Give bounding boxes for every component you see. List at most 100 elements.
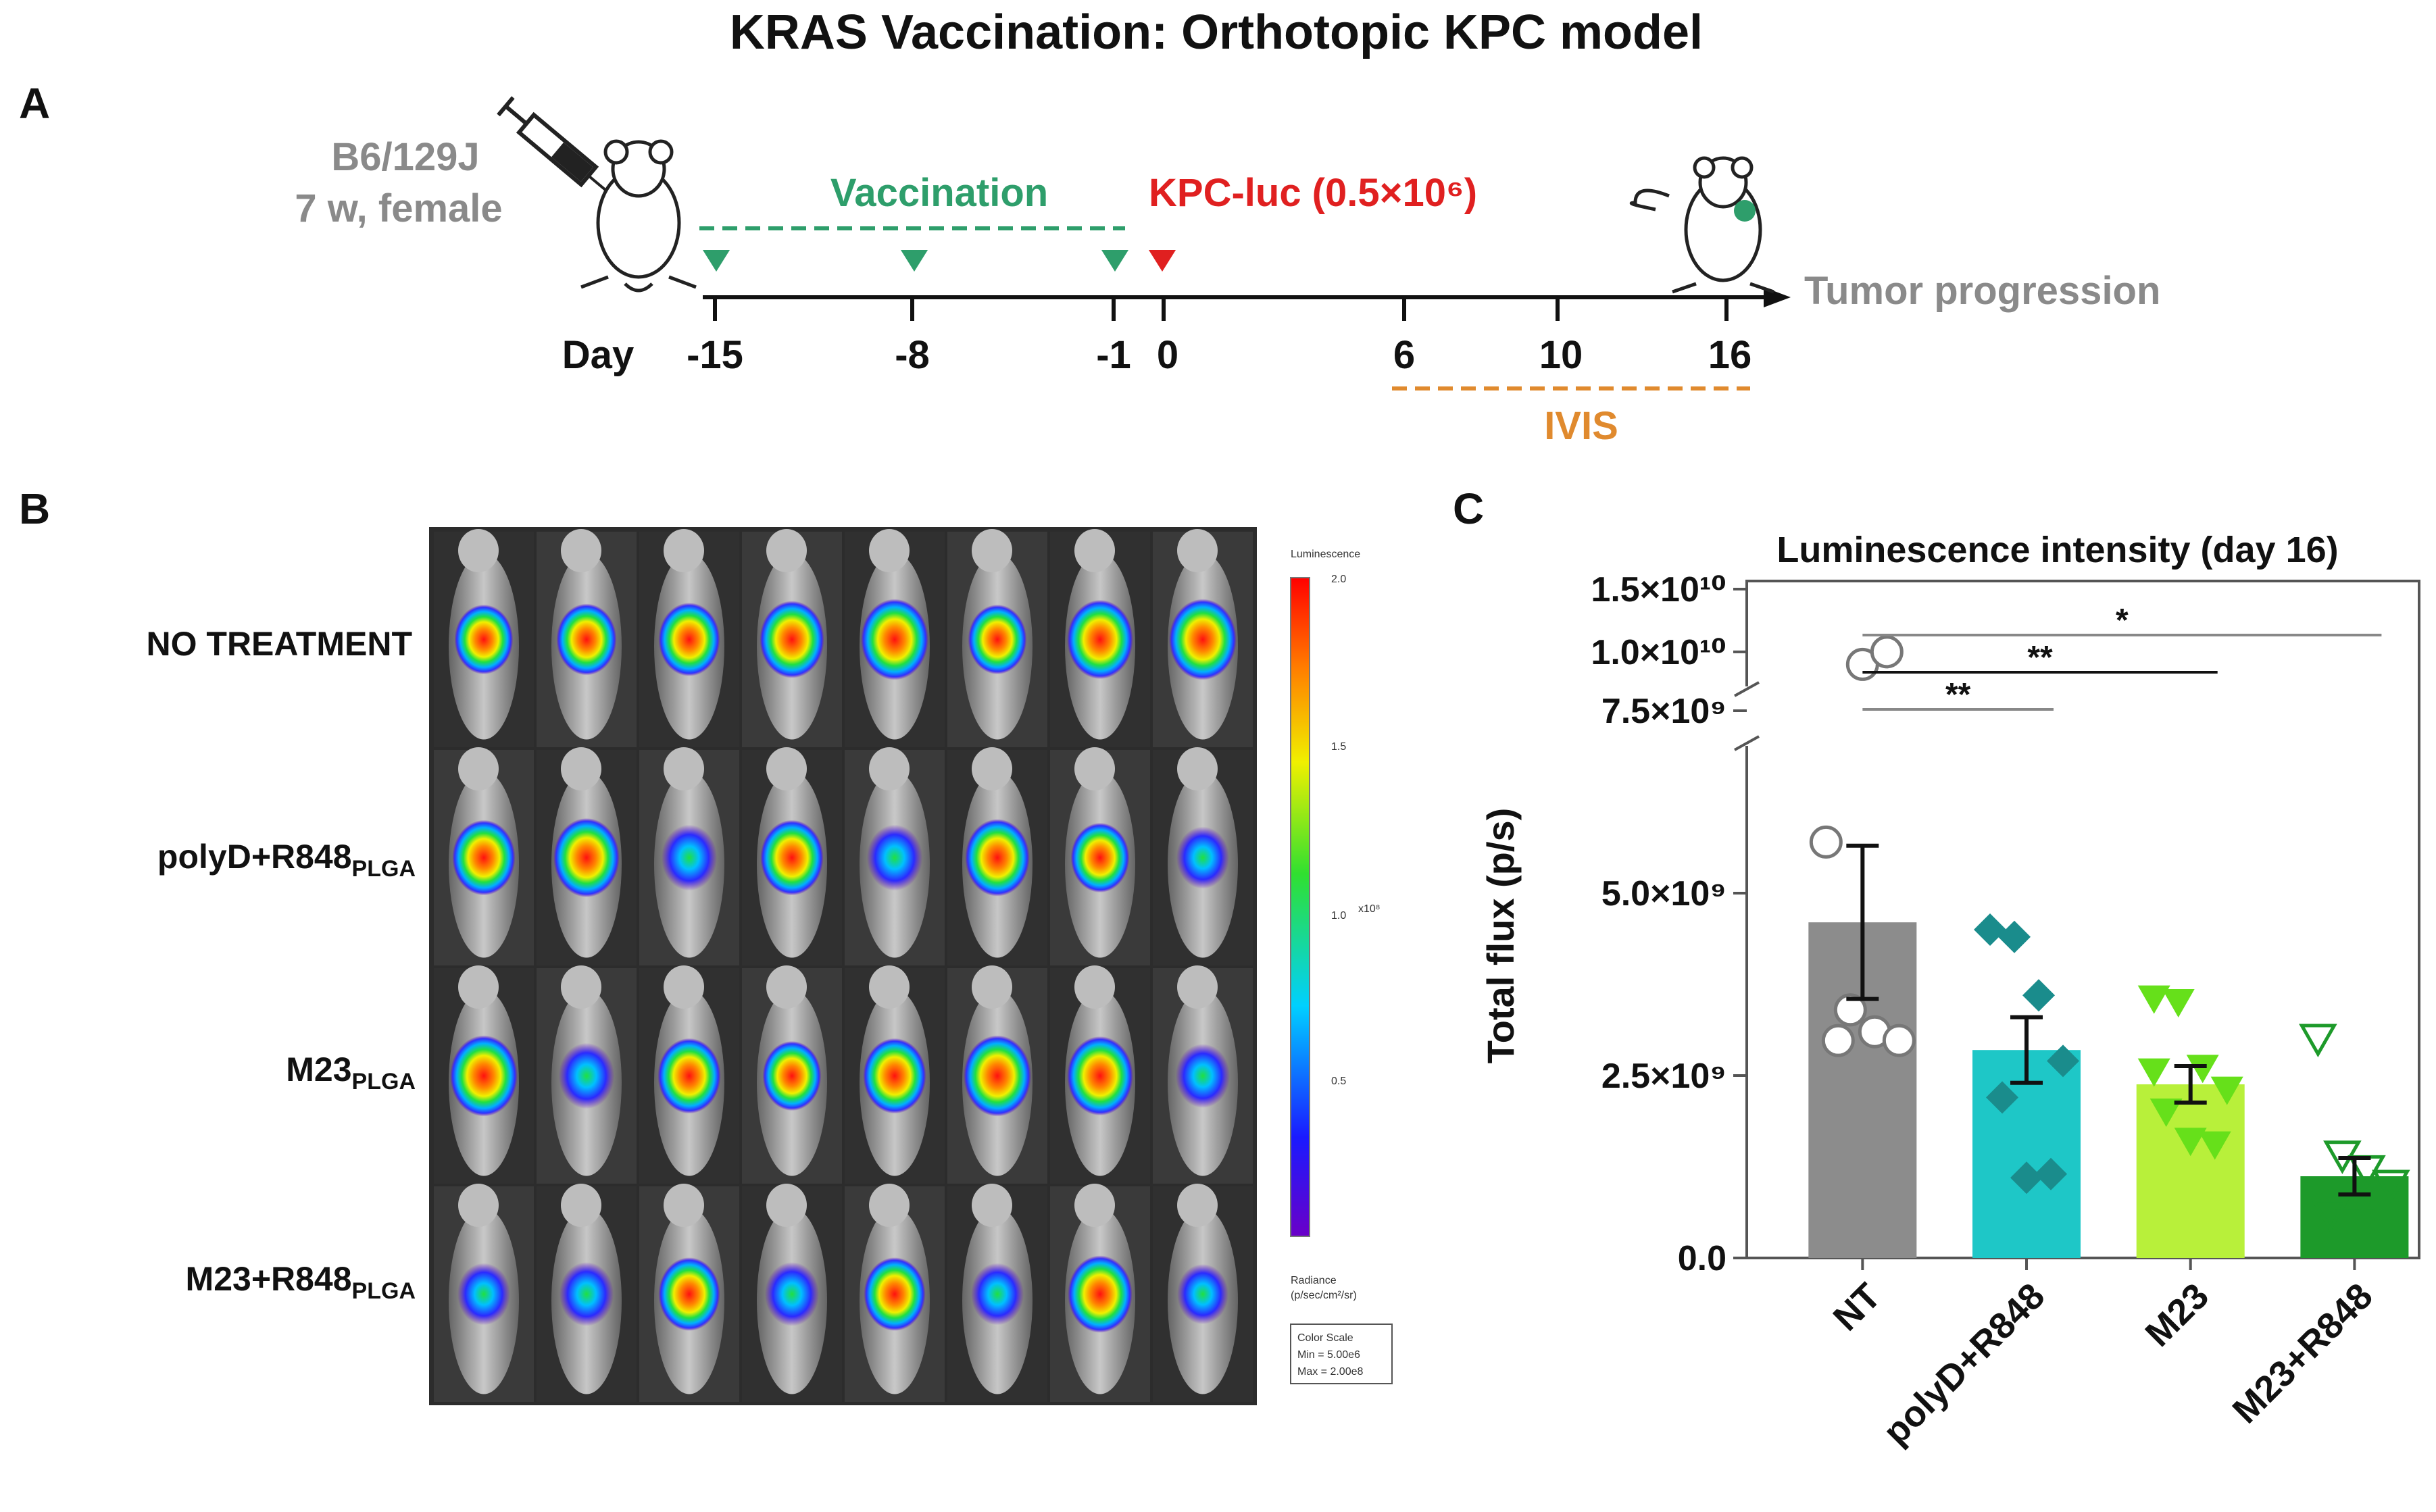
data-point [2047, 1044, 2080, 1078]
x-tick-label: M23 [2137, 1276, 2216, 1355]
data-point [2299, 1024, 2337, 1058]
luminescence-signal [1068, 1255, 1133, 1333]
row-label-m23-r848: M23+R848PLGA [186, 1260, 416, 1304]
axis-break-mark [1734, 735, 1760, 751]
luminescence-signal [1177, 1263, 1228, 1325]
mouse-head [458, 965, 499, 1009]
colorbar-tick: 1.5 [1331, 741, 1346, 753]
mouse-icon-start [580, 139, 697, 293]
color-scale-text: Color Scale [1297, 1332, 1353, 1344]
colorbar-unit: (p/sec/cm²/sr) [1291, 1290, 1357, 1301]
luminescence-signal [454, 604, 514, 675]
mouse-head [766, 1184, 807, 1227]
mouse-age-sex: 7 w, female [295, 186, 502, 230]
x-tick-label: NT [1825, 1276, 1888, 1338]
x-tick-label: M23+R848 [2225, 1276, 2381, 1431]
luminescence-signal [861, 599, 928, 680]
data-point [1998, 920, 2031, 953]
colorbar-tick: 0.5 [1331, 1076, 1346, 1087]
luminescence-signal [452, 820, 516, 896]
mouse-head [1177, 529, 1218, 572]
imaging-label: IVIS [1544, 404, 1618, 448]
panel-b: B NO TREATMENT polyD+R848PLGA M23PLGA M2… [19, 484, 1393, 1405]
data-point [2210, 1076, 2243, 1105]
outcome-label: Tumor progression [1804, 269, 2160, 313]
axis-break-mark [1734, 681, 1760, 697]
mouse-head [1177, 965, 1218, 1009]
mouse-head [869, 1184, 910, 1227]
data-point [2372, 1169, 2410, 1204]
mouse-head [458, 529, 499, 572]
vaccination-label: Vaccination [830, 171, 1048, 215]
y-tick-label: 7.5×10⁹ [1601, 692, 1726, 731]
figure-title: KRAS Vaccination: Orthotopic KPC model [730, 5, 1703, 59]
panel-b-label: B [19, 484, 50, 533]
x-tick-label: polyD+R848 [1875, 1276, 2052, 1453]
mouse-head [1074, 529, 1115, 572]
data-point [1870, 635, 1904, 669]
colorbar-title: Luminescence [1291, 549, 1360, 560]
data-point [2335, 1209, 2374, 1244]
data-point [2162, 989, 2195, 1017]
luminescence-signal [1169, 599, 1237, 680]
mouse-strain: B6/129J [331, 135, 479, 179]
luminescence-signal [971, 1263, 1024, 1326]
mouse-head [664, 747, 704, 790]
luminescence-signal [1070, 822, 1130, 893]
mouse-head [972, 529, 1012, 572]
mouse-head [1074, 747, 1115, 790]
axis-break-gap [1741, 686, 1752, 746]
y-tick-label: 1.5×10¹⁰ [1591, 570, 1726, 609]
tumor-dot [1734, 200, 1756, 222]
data-point [1833, 993, 1867, 1027]
mouse-head [972, 747, 1012, 790]
data-point [2360, 1206, 2398, 1240]
day-tick: -15 [687, 333, 743, 377]
luminescence-signal [1067, 1036, 1133, 1116]
colorbar [1290, 577, 1310, 1237]
luminescence-signal [760, 601, 824, 678]
mouse-head [869, 529, 910, 572]
luminescence-signal [559, 1262, 614, 1326]
data-point [1882, 1024, 1916, 1057]
luminescence-signal [762, 1040, 822, 1111]
day-tick: -1 [1096, 333, 1131, 377]
mouse-head [664, 965, 704, 1009]
luminescence-signal [965, 819, 1030, 897]
y-tick-label: 5.0×10⁹ [1601, 874, 1726, 913]
injection-label: KPC-luc (0.5×10⁶) [1149, 171, 1477, 215]
y-tick-label: 0.0 [1678, 1239, 1726, 1278]
luminescence-signal [558, 1042, 615, 1109]
y-tick-label: 1.0×10¹⁰ [1591, 633, 1726, 672]
significance-label: ** [2027, 640, 2053, 676]
luminescence-signal [450, 1035, 518, 1117]
luminescence-signal [657, 1038, 721, 1114]
mouse-head [766, 965, 807, 1009]
mouse-head [972, 1184, 1012, 1227]
panel-c-label: C [1453, 484, 1484, 533]
row-label-polyd-r848: polyD+R848PLGA [157, 838, 416, 882]
data-point [2174, 1128, 2207, 1157]
mouse-head [1074, 1184, 1115, 1227]
day-axis-label: Day [562, 333, 634, 377]
data-point [2186, 1055, 2219, 1084]
luminescence-signal [1175, 1044, 1231, 1108]
mouse-head [664, 1184, 704, 1227]
day-tick: 0 [1157, 333, 1178, 377]
color-scale-text: Max = 2.00e8 [1297, 1366, 1364, 1378]
luminescence-signal [864, 1257, 926, 1331]
luminescence-signal [964, 1035, 1031, 1117]
data-point [2022, 979, 2056, 1012]
day-tick: 6 [1393, 333, 1415, 377]
mouse-head [869, 747, 910, 790]
luminescence-signal [863, 1038, 926, 1114]
mouse-head [458, 1184, 499, 1227]
luminescence-signal [968, 604, 1027, 675]
luminescence-signal [760, 820, 824, 896]
mouse-head [766, 529, 807, 572]
luminescence-signal [457, 1263, 510, 1326]
syringe-icon [497, 96, 626, 207]
data-point [1974, 913, 2007, 946]
luminescence-signal [658, 1257, 720, 1331]
mouse-head [1177, 747, 1218, 790]
